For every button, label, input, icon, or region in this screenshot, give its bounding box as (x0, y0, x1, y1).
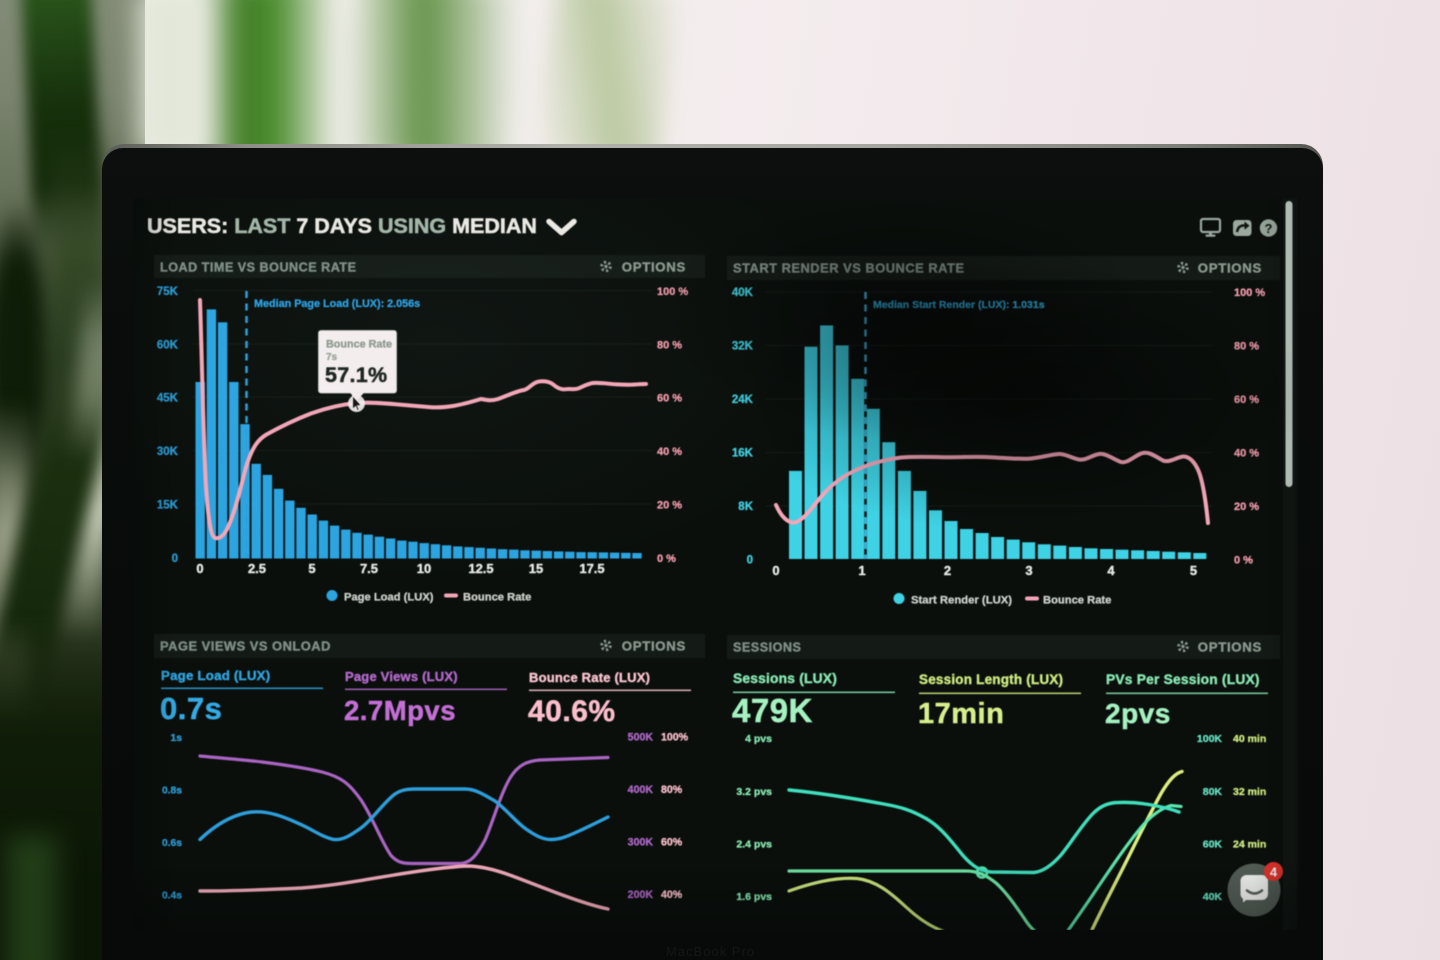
svg-text:17.5: 17.5 (579, 561, 604, 576)
svg-text:Median Start Render (LUX): 1.0: Median Start Render (LUX): 1.031s (873, 299, 1045, 311)
svg-text:479K: 479K (732, 692, 813, 729)
svg-text:40%: 40% (661, 889, 683, 901)
svg-text:0.6s: 0.6s (162, 838, 182, 849)
svg-text:10: 10 (417, 561, 431, 576)
svg-text:100%: 100% (661, 732, 689, 744)
svg-text:24 min: 24 min (1233, 839, 1266, 851)
svg-text:0: 0 (172, 553, 178, 565)
svg-text:SESSIONS: SESSIONS (733, 641, 801, 655)
svg-text:2.4 pvs: 2.4 pvs (736, 839, 772, 851)
svg-text:PVs Per Session (LUX): PVs Per Session (LUX) (1106, 672, 1260, 687)
svg-text:LOAD TIME VS BOUNCE RATE: LOAD TIME VS BOUNCE RATE (160, 261, 356, 275)
svg-text:OPTIONS: OPTIONS (1198, 640, 1262, 655)
svg-text:32 min: 32 min (1233, 786, 1266, 798)
svg-text:60K: 60K (1203, 839, 1223, 851)
svg-text:100 %: 100 % (657, 286, 688, 298)
svg-text:7s: 7s (326, 352, 338, 363)
svg-text:Bounce Rate: Bounce Rate (326, 339, 392, 351)
svg-text:OPTIONS: OPTIONS (622, 260, 686, 275)
svg-text:8K: 8K (738, 501, 753, 513)
svg-text:100K: 100K (1197, 733, 1223, 745)
svg-text:30K: 30K (157, 446, 179, 458)
svg-text:5: 5 (1190, 563, 1197, 578)
svg-text:60 %: 60 % (657, 393, 682, 405)
svg-text:80%: 80% (661, 784, 683, 796)
svg-text:2.5: 2.5 (248, 561, 266, 576)
svg-text:5: 5 (308, 561, 315, 576)
svg-text:0: 0 (196, 561, 203, 576)
svg-text:40 %: 40 % (657, 446, 682, 458)
svg-text:24K: 24K (732, 394, 754, 406)
svg-text:2: 2 (944, 563, 951, 578)
svg-text:4: 4 (1270, 865, 1278, 880)
svg-text:0 %: 0 % (1234, 555, 1253, 567)
svg-text:7.5: 7.5 (360, 561, 378, 576)
svg-text:15: 15 (529, 561, 543, 576)
svg-text:15K: 15K (157, 500, 179, 512)
svg-text:4 pvs: 4 pvs (745, 733, 772, 745)
svg-text:60 %: 60 % (1234, 394, 1259, 406)
svg-text:16K: 16K (732, 448, 754, 460)
svg-text:80 %: 80 % (1234, 341, 1259, 353)
svg-text:OPTIONS: OPTIONS (1198, 261, 1262, 276)
svg-text:Session Length (LUX): Session Length (LUX) (919, 672, 1063, 687)
svg-text:Bounce Rate (LUX): Bounce Rate (LUX) (529, 670, 650, 685)
svg-text:0.8s: 0.8s (162, 786, 182, 797)
svg-text:32K: 32K (732, 341, 754, 353)
svg-text:500K: 500K (628, 732, 654, 744)
svg-text:0 %: 0 % (657, 553, 676, 565)
svg-text:1: 1 (858, 563, 865, 578)
svg-text:2pvs: 2pvs (1105, 698, 1171, 729)
svg-text:2.7Mpvs: 2.7Mpvs (344, 695, 456, 726)
svg-text:80 %: 80 % (657, 340, 682, 352)
svg-text:45K: 45K (157, 393, 179, 405)
svg-text:12.5: 12.5 (468, 561, 493, 576)
svg-text:40K: 40K (732, 287, 754, 299)
svg-text:20 %: 20 % (1234, 501, 1259, 513)
svg-text:Sessions (LUX): Sessions (LUX) (733, 671, 837, 686)
svg-text:3.2 pvs: 3.2 pvs (736, 786, 772, 798)
svg-text:PAGE VIEWS VS ONLOAD: PAGE VIEWS VS ONLOAD (160, 639, 331, 654)
svg-text:1.6 pvs: 1.6 pvs (736, 891, 772, 903)
svg-text:3: 3 (1025, 563, 1032, 578)
svg-text:START RENDER VS BOUNCE RATE: START RENDER VS BOUNCE RATE (733, 261, 964, 276)
svg-text:20 %: 20 % (657, 500, 682, 512)
svg-text:400K: 400K (628, 784, 654, 796)
svg-text:40K: 40K (1203, 891, 1223, 903)
svg-text:Median Page Load (LUX): 2.056s: Median Page Load (LUX): 2.056s (254, 298, 420, 310)
svg-text:0.7s: 0.7s (160, 691, 222, 726)
svg-text:Page Views (LUX): Page Views (LUX) (345, 669, 458, 684)
svg-text:300K: 300K (628, 837, 654, 849)
svg-text:60%: 60% (661, 837, 683, 849)
svg-text:Bounce Rate: Bounce Rate (1043, 595, 1111, 607)
svg-text:0: 0 (772, 563, 779, 578)
svg-text:40 %: 40 % (1234, 448, 1259, 460)
svg-text:1s: 1s (171, 733, 183, 744)
svg-text:17min: 17min (918, 698, 1004, 730)
svg-text:Page Load (LUX): Page Load (LUX) (344, 592, 434, 604)
svg-text:40 min: 40 min (1233, 733, 1266, 745)
svg-text:200K: 200K (628, 889, 654, 901)
svg-text:57.1%: 57.1% (325, 363, 387, 387)
svg-text:Bounce Rate: Bounce Rate (463, 592, 531, 604)
svg-text:40.6%: 40.6% (528, 695, 616, 728)
svg-text:0: 0 (747, 555, 753, 567)
svg-text:Start Render (LUX): Start Render (LUX) (911, 595, 1012, 607)
svg-text:60K: 60K (157, 340, 179, 352)
svg-text:80K: 80K (1203, 786, 1223, 798)
svg-text:USERS: LAST 7 DAYS USING MEDIA: USERS: LAST 7 DAYS USING MEDIAN (147, 214, 537, 238)
svg-text:Page Load (LUX): Page Load (LUX) (161, 668, 270, 683)
svg-text:4: 4 (1107, 563, 1115, 578)
svg-text:?: ? (1265, 221, 1273, 236)
svg-text:75K: 75K (157, 286, 179, 298)
svg-text:OPTIONS: OPTIONS (622, 639, 686, 654)
svg-text:100 %: 100 % (1234, 287, 1265, 299)
svg-text:0.4s: 0.4s (162, 891, 182, 902)
